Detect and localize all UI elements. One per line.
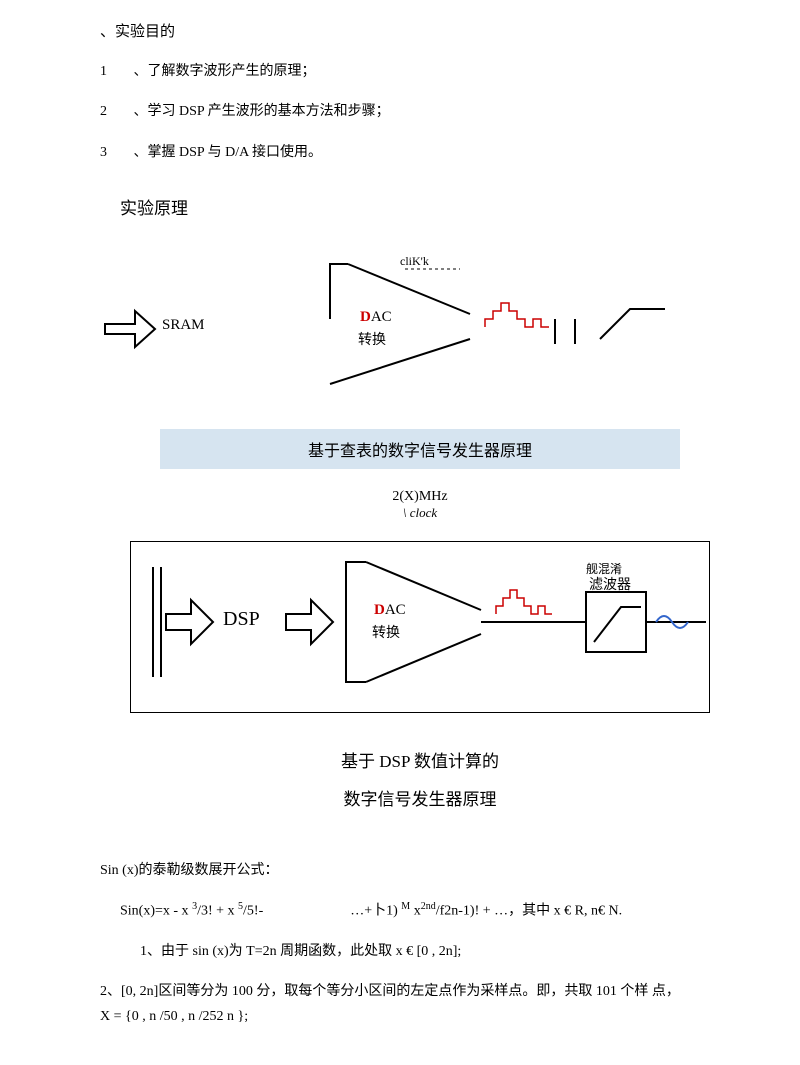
taylor-formula: Sin(x)=x - x 3/3! + x 5/5!- …+卜1) M x2nd… <box>120 898 740 924</box>
list-item: 3 、掌握 DSP 与 D/A 接口使用。 <box>100 142 740 164</box>
dac-prefix: D <box>360 309 371 325</box>
diagram-2: DSP DAC 转换 舰混淆 滤波器 <box>100 541 740 713</box>
formula-part: x <box>410 904 421 919</box>
caption-2: 基于 DSP 数值计算的 数字信号发生器原理 <box>100 743 740 818</box>
dac-label-2: DAC <box>374 602 406 619</box>
clock-label: \ clock <box>100 505 740 521</box>
dsp-label: DSP <box>223 608 260 631</box>
principle-title: 实验原理 <box>120 194 740 219</box>
dac-sub-1: 转换 <box>358 329 386 349</box>
dac-prefix-2: D <box>374 602 385 618</box>
purpose-title: 、实验目的 <box>100 20 740 41</box>
diagram-1: SRAM DAC 转换 cliK'k <box>100 249 740 399</box>
point-2: 2、[0, 2n]区间等分为 100 分，取每个等分小区间的左定点作为采样点。即… <box>100 979 740 1029</box>
formula-part: /3! + x <box>197 904 238 919</box>
dac-suffix: AC <box>371 309 392 325</box>
filter-label: 滤波器 <box>589 574 631 594</box>
blue-caption: 基于查表的数字信号发生器原理 <box>160 429 680 469</box>
dac-label-1: DAC <box>360 309 392 326</box>
caption-2-line-2: 数字信号发生器原理 <box>100 781 740 818</box>
list-text-3: 、掌握 DSP 与 D/A 接口使用。 <box>134 145 323 160</box>
caption-2-line-1: 基于 DSP 数值计算的 <box>100 743 740 780</box>
list-item: 2 、学习 DSP 产生波形的基本方法和步骤； <box>100 101 740 123</box>
list-num-1: 1 <box>100 61 130 83</box>
dac-sub-2: 转换 <box>372 622 400 642</box>
list-num-3: 3 <box>100 142 130 164</box>
formula-part: /f2n-1)! + …，其中 x € R, n€ N. <box>436 904 622 919</box>
list-num-2: 2 <box>100 101 130 123</box>
taylor-intro: Sin (x)的泰勒级数展开公式： <box>100 858 740 883</box>
freq-label: 2(X)MHz <box>100 489 740 505</box>
list-text-1: 、了解数字波形产生的原理； <box>134 64 316 79</box>
dac-suffix-2: AC <box>385 602 406 618</box>
formula-sup: M <box>401 901 410 912</box>
clk-label: cliK'k <box>400 254 429 269</box>
formula-part: …+卜1) <box>350 904 401 919</box>
list-item: 1 、了解数字波形产生的原理； <box>100 61 740 83</box>
formula-sup: 2nd <box>421 901 436 912</box>
formula-part: Sin(x)=x - x <box>120 904 192 919</box>
formula-part: /5!- <box>243 904 263 919</box>
sram-label: SRAM <box>162 317 205 334</box>
point-1: 1、由于 sin (x)为 T=2n 周期函数，此处取 x € [0 , 2n]… <box>140 939 740 964</box>
list-text-2: 、学习 DSP 产生波形的基本方法和步骤； <box>134 104 390 119</box>
